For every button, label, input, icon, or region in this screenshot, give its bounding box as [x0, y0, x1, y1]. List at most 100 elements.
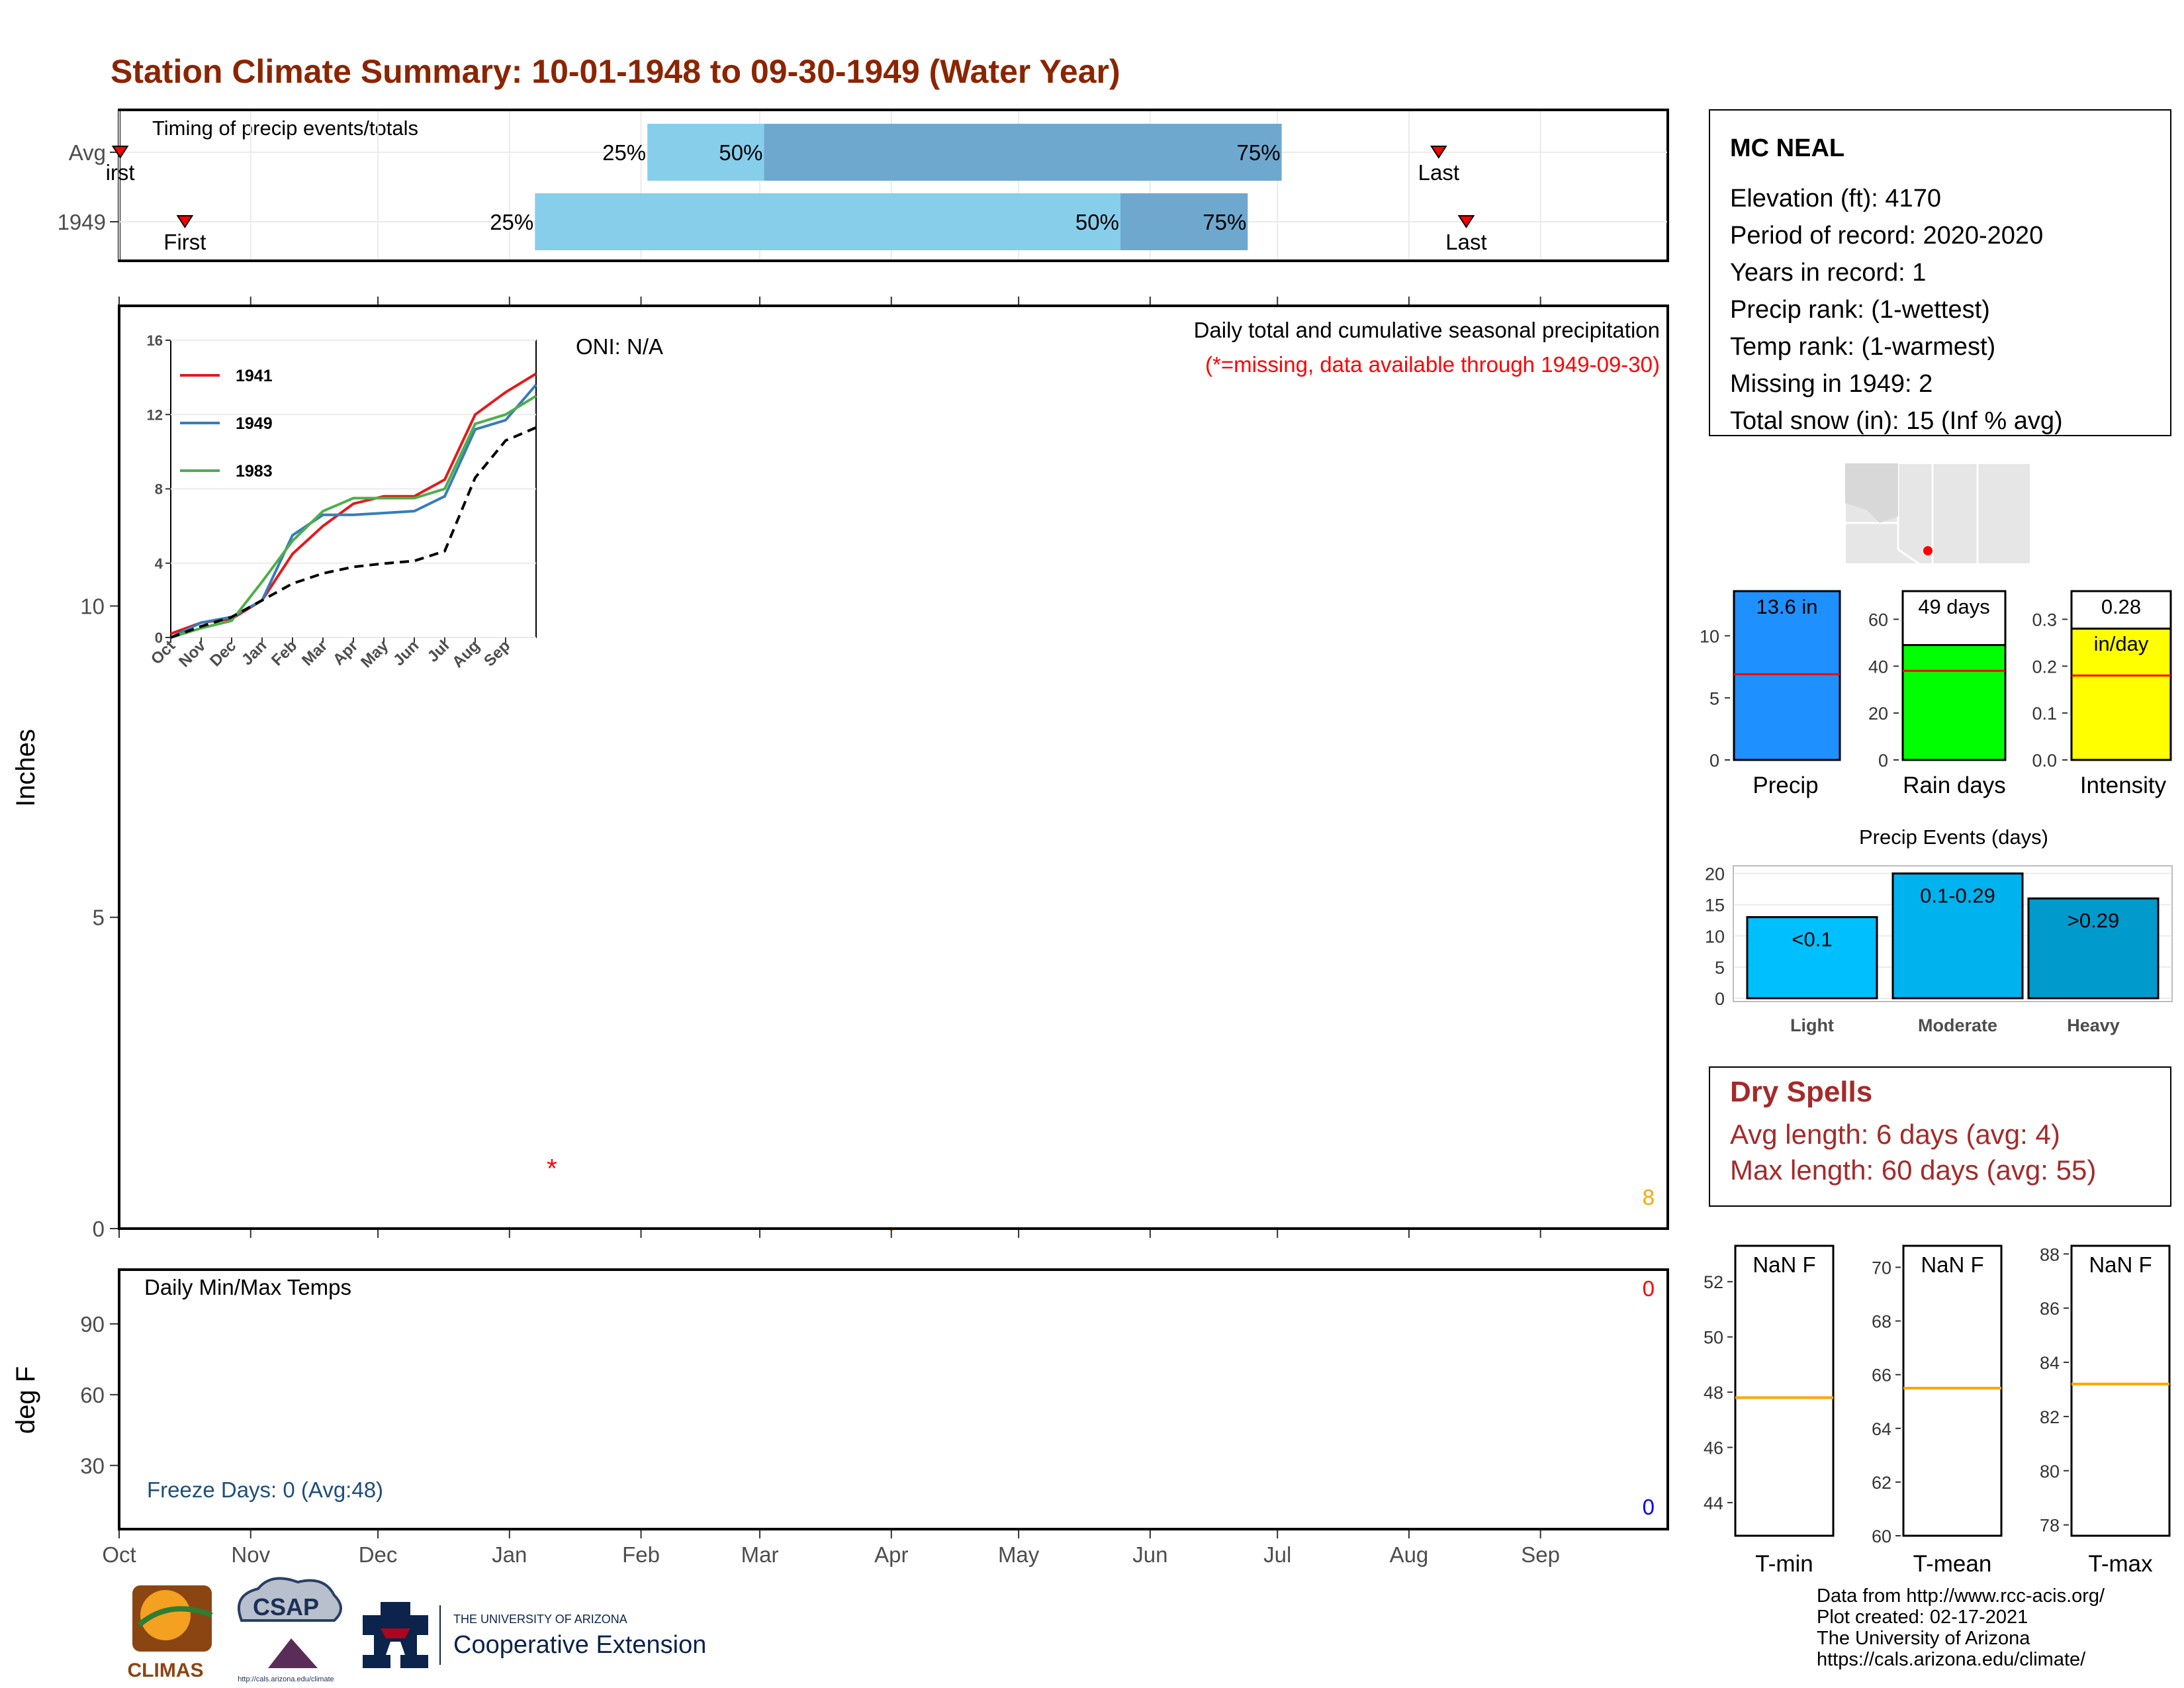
map-outline: [1844, 463, 2031, 565]
station-location-dot: [1923, 546, 1933, 555]
events-ytick-label: 20: [1705, 865, 1725, 884]
station-info-box: MC NEAL Elevation (ft): 4170 Period of r…: [1709, 109, 2171, 436]
climas-logo-sun: [140, 1590, 191, 1640]
events-ytick-label: 10: [1705, 927, 1725, 947]
last-event-label: Last: [1445, 230, 1486, 254]
station-snow: Total snow (in): 15 (Inf % avg): [1730, 407, 2063, 435]
temp-box-ytick-label: 78: [2040, 1516, 2060, 1536]
temp-box-ytick-label: 60: [1872, 1526, 1891, 1546]
precip-events-panel: Precip Events (days) 0 5 10 15 20 <0.1 Light 0.…: [1705, 825, 2173, 1035]
temp-box-value-label: NaN F: [2089, 1252, 2152, 1277]
first-event-label: irst: [106, 160, 135, 185]
temp-box-frame: [1902, 1244, 2003, 1537]
footer-url: https://cals.arizona.edu/climate/: [1817, 1649, 2086, 1670]
csap-logo: CSAP http://cals.arizona.edu/climate: [238, 1577, 342, 1683]
ua-a-inner: [381, 1628, 410, 1638]
events-category-label: Moderate: [1918, 1015, 1997, 1035]
summary-bar-value-label: 13.6 in: [1756, 595, 1817, 618]
timing-bar-q25-q50: [647, 124, 764, 181]
events-bar-label: 0.1-0.29: [1920, 884, 1995, 908]
temp-box-ytick-label: 86: [2040, 1299, 2060, 1319]
month-label: Jul: [1263, 1542, 1291, 1567]
ua-small-text: THE UNIVERSITY OF ARIZONA: [453, 1613, 627, 1626]
missing-count: 8: [1643, 1185, 1655, 1209]
last-event-marker: [1430, 146, 1447, 159]
inset-legend-label: 1941: [236, 367, 273, 385]
temp-box-ytick-label: 50: [1704, 1328, 1723, 1348]
temp-box-ytick-label: 48: [1704, 1383, 1723, 1403]
min-count: 0: [1643, 1495, 1655, 1519]
events-bar-label: <0.1: [1792, 928, 1832, 951]
dry-spells-max: Max length: 60 days (avg: 55): [1730, 1154, 2096, 1186]
station-elevation: Elevation (ft): 4170: [1730, 185, 1941, 212]
events-ytick-label: 15: [1705, 896, 1725, 915]
csap-url: http://cals.arizona.edu/climate: [238, 1675, 334, 1683]
summary-ytick-label: 0.3: [2032, 610, 2057, 630]
last-event-marker: [1457, 215, 1475, 228]
timing-label: Timing of precip events/totals: [152, 117, 418, 140]
inset-ytick-label: 16: [147, 332, 163, 349]
inset-legend-label: 1949: [236, 414, 273, 433]
last-event-label: Last: [1418, 160, 1459, 185]
precip-ylabel: Inches: [11, 729, 40, 807]
events-bar: [1891, 872, 2024, 1000]
temp-box-label: T-min: [1755, 1551, 1813, 1577]
temp-ytick-label: 60: [80, 1383, 105, 1407]
summary-ytick-label: 0: [1878, 751, 1888, 771]
timing-bar-q50-q75: [1120, 193, 1248, 250]
summary-bars: Precip Rain days Intensity 0 5 10 13.6 in 0 2…: [1700, 590, 2172, 798]
missing-data-asterisk: *: [547, 1154, 557, 1184]
inset-series-average: [170, 426, 537, 639]
inset-ytick-label: 12: [147, 406, 163, 423]
summary-bar-value-label: 0.28: [2101, 595, 2141, 618]
month-label: Oct: [102, 1542, 136, 1567]
summary-bar-value: [2070, 628, 2172, 761]
freeze-days-label: Freeze Days: 0 (Avg:48): [147, 1477, 383, 1502]
timing-row-label: Avg: [69, 140, 106, 165]
inset-legend-label: 1983: [236, 462, 273, 481]
temp-box-t-max: 78 80 82 84 86 88 NaN F T-max: [2040, 1244, 2171, 1577]
state-shape-az: [1845, 463, 1898, 523]
temp-ytick-label: 90: [80, 1312, 105, 1336]
precip-subtitle: Daily total and cumulative seasonal prec…: [1194, 318, 1660, 342]
raindays-bar-label: Rain days: [1903, 773, 2006, 798]
timing-row-label: 1949: [58, 210, 106, 234]
inset-ytick-label: 4: [155, 555, 163, 572]
csap-mountain: [268, 1638, 318, 1668]
summary-bar-raindays: 0 20 40 60 49 days: [1868, 590, 2007, 771]
events-bar-label: >0.29: [2068, 909, 2119, 932]
station-temp-rank: Temp rank: (1-warmest): [1730, 333, 1995, 361]
first-event-marker: [176, 215, 194, 228]
events-ytick-label: 5: [1715, 958, 1725, 978]
summary-bar-precip: 0 5 10 13.6 in: [1700, 590, 1841, 771]
summary-ytick-label: 60: [1868, 610, 1888, 630]
summary-bar-value: [1733, 590, 1841, 761]
inset-series-1983: [170, 395, 537, 639]
temp-box-ytick-label: 46: [1704, 1438, 1723, 1458]
missing-note: (*=missing, data available through 1949-…: [1205, 352, 1660, 377]
csap-cloud: [238, 1577, 342, 1622]
footer-data-source: Data from http://www.rcc-acis.org/: [1817, 1585, 2105, 1607]
station-missing: Missing in 1949: 2: [1730, 370, 1933, 398]
station-box-frame: [1709, 109, 2171, 436]
station-years: Years in record: 1: [1730, 259, 1926, 287]
temp-panel: 30 60 90 Oct Nov Dec Jan Feb Mar Apr May Jun Jul Aug S…: [11, 1268, 1669, 1567]
summary-ytick-label: 10: [1700, 627, 1719, 647]
month-label: Apr: [874, 1542, 908, 1567]
events-bar: [2027, 897, 2160, 1000]
month-label: Sep: [1521, 1542, 1560, 1567]
timing-row-Avg: Avg 25% 50% 75% irst Last: [69, 124, 1667, 185]
temp-box-ytick-label: 70: [1872, 1258, 1891, 1278]
temp-box-ytick-label: 66: [1872, 1366, 1891, 1385]
summary-ytick-label: 0.0: [2032, 751, 2057, 771]
summary-ytick-label: 5: [1709, 688, 1719, 708]
ua-logo: THE UNIVERSITY OF ARIZONA Cooperative Ex…: [363, 1602, 706, 1668]
timing-p50-label: 50%: [1075, 210, 1119, 234]
station-precip-rank: Precip rank: (1-wettest): [1730, 296, 1990, 324]
temp-ytick-label: 30: [80, 1454, 105, 1478]
temp-box-ytick-label: 84: [2040, 1353, 2060, 1373]
temp-box-ytick-label: 88: [2040, 1244, 2060, 1264]
temp-box-frame: [2070, 1244, 2171, 1537]
timing-panel: Timing of precip events/totals Avg 25% 50%…: [58, 109, 1669, 262]
